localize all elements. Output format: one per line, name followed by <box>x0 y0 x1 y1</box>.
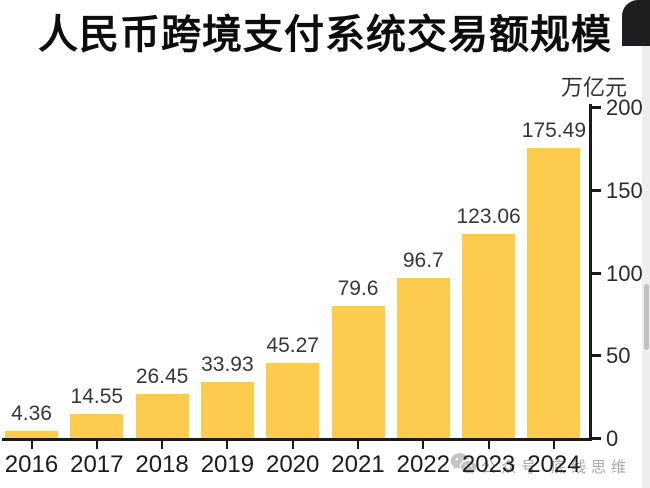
x-axis-tick <box>422 441 425 449</box>
scrollbar-thumb[interactable] <box>644 284 649 350</box>
bar-value-label: 33.93 <box>201 353 254 376</box>
bar-value-label: 123.06 <box>456 205 521 228</box>
corner-overlay <box>622 0 650 46</box>
y-axis-label-0: 0 <box>606 426 619 451</box>
bar-2024 <box>527 148 581 438</box>
bar-value-label: 79.6 <box>337 277 379 300</box>
x-axis-label-2019: 2019 <box>200 451 255 478</box>
x-axis-tick <box>487 441 490 449</box>
bar-2020 <box>266 363 320 438</box>
bar-value-label: 45.27 <box>266 334 319 357</box>
y-axis-unit-label: 万亿元 <box>561 75 628 100</box>
x-axis-tick <box>30 441 33 449</box>
watermark-text: 公众号·底线思维 <box>481 459 631 476</box>
bar-2019 <box>200 382 254 438</box>
x-axis-tick <box>95 441 98 449</box>
bar-2021 <box>331 306 385 438</box>
x-axis-label-2024: 2024 <box>527 451 581 478</box>
x-axis-label-2016: 2016 <box>4 451 59 478</box>
x-axis-tick <box>552 441 555 449</box>
x-axis-label-2022: 2022 <box>396 451 450 478</box>
y-axis-label-50: 50 <box>606 343 631 369</box>
y-axis-label-150: 150 <box>606 177 643 203</box>
y-axis-label-100: 100 <box>606 260 643 286</box>
bar-value-label: 96.7 <box>402 249 444 272</box>
bar-2017 <box>70 414 124 438</box>
bar-2023 <box>462 234 516 438</box>
x-axis-label-2023: 2023 <box>461 451 516 478</box>
y-axis-tick <box>592 354 601 358</box>
y-axis-line <box>589 104 592 441</box>
y-axis-tick <box>592 271 601 275</box>
x-axis-label-2018: 2018 <box>135 451 189 478</box>
bar-value-label: 26.45 <box>135 365 189 388</box>
x-axis-tick <box>357 441 359 449</box>
x-axis-label-2020: 2020 <box>265 451 320 478</box>
y-axis-tick <box>592 188 601 192</box>
bar-value-label: 175.49 <box>521 119 586 142</box>
right-edge-strip <box>642 0 650 488</box>
x-axis-tick <box>291 441 294 449</box>
y-axis-tick <box>592 437 601 440</box>
x-axis-label-2017: 2017 <box>70 451 124 478</box>
chart-title: 人民币跨境支付系统交易额规模 <box>38 13 612 57</box>
bar-value-label: 4.36 <box>11 402 52 425</box>
bar-2022 <box>396 278 450 438</box>
y-axis-tick <box>592 106 601 109</box>
bar-value-label: 14.55 <box>70 385 124 408</box>
bar-2016 <box>5 431 58 438</box>
x-axis-label-2021: 2021 <box>331 451 385 478</box>
y-axis-label-200: 200 <box>606 95 643 120</box>
wechat-icon <box>450 453 477 475</box>
x-axis-tick <box>161 441 164 449</box>
x-axis-line <box>2 438 591 441</box>
x-axis-tick <box>226 441 229 449</box>
watermark <box>450 450 477 478</box>
bar-2018 <box>135 394 189 438</box>
